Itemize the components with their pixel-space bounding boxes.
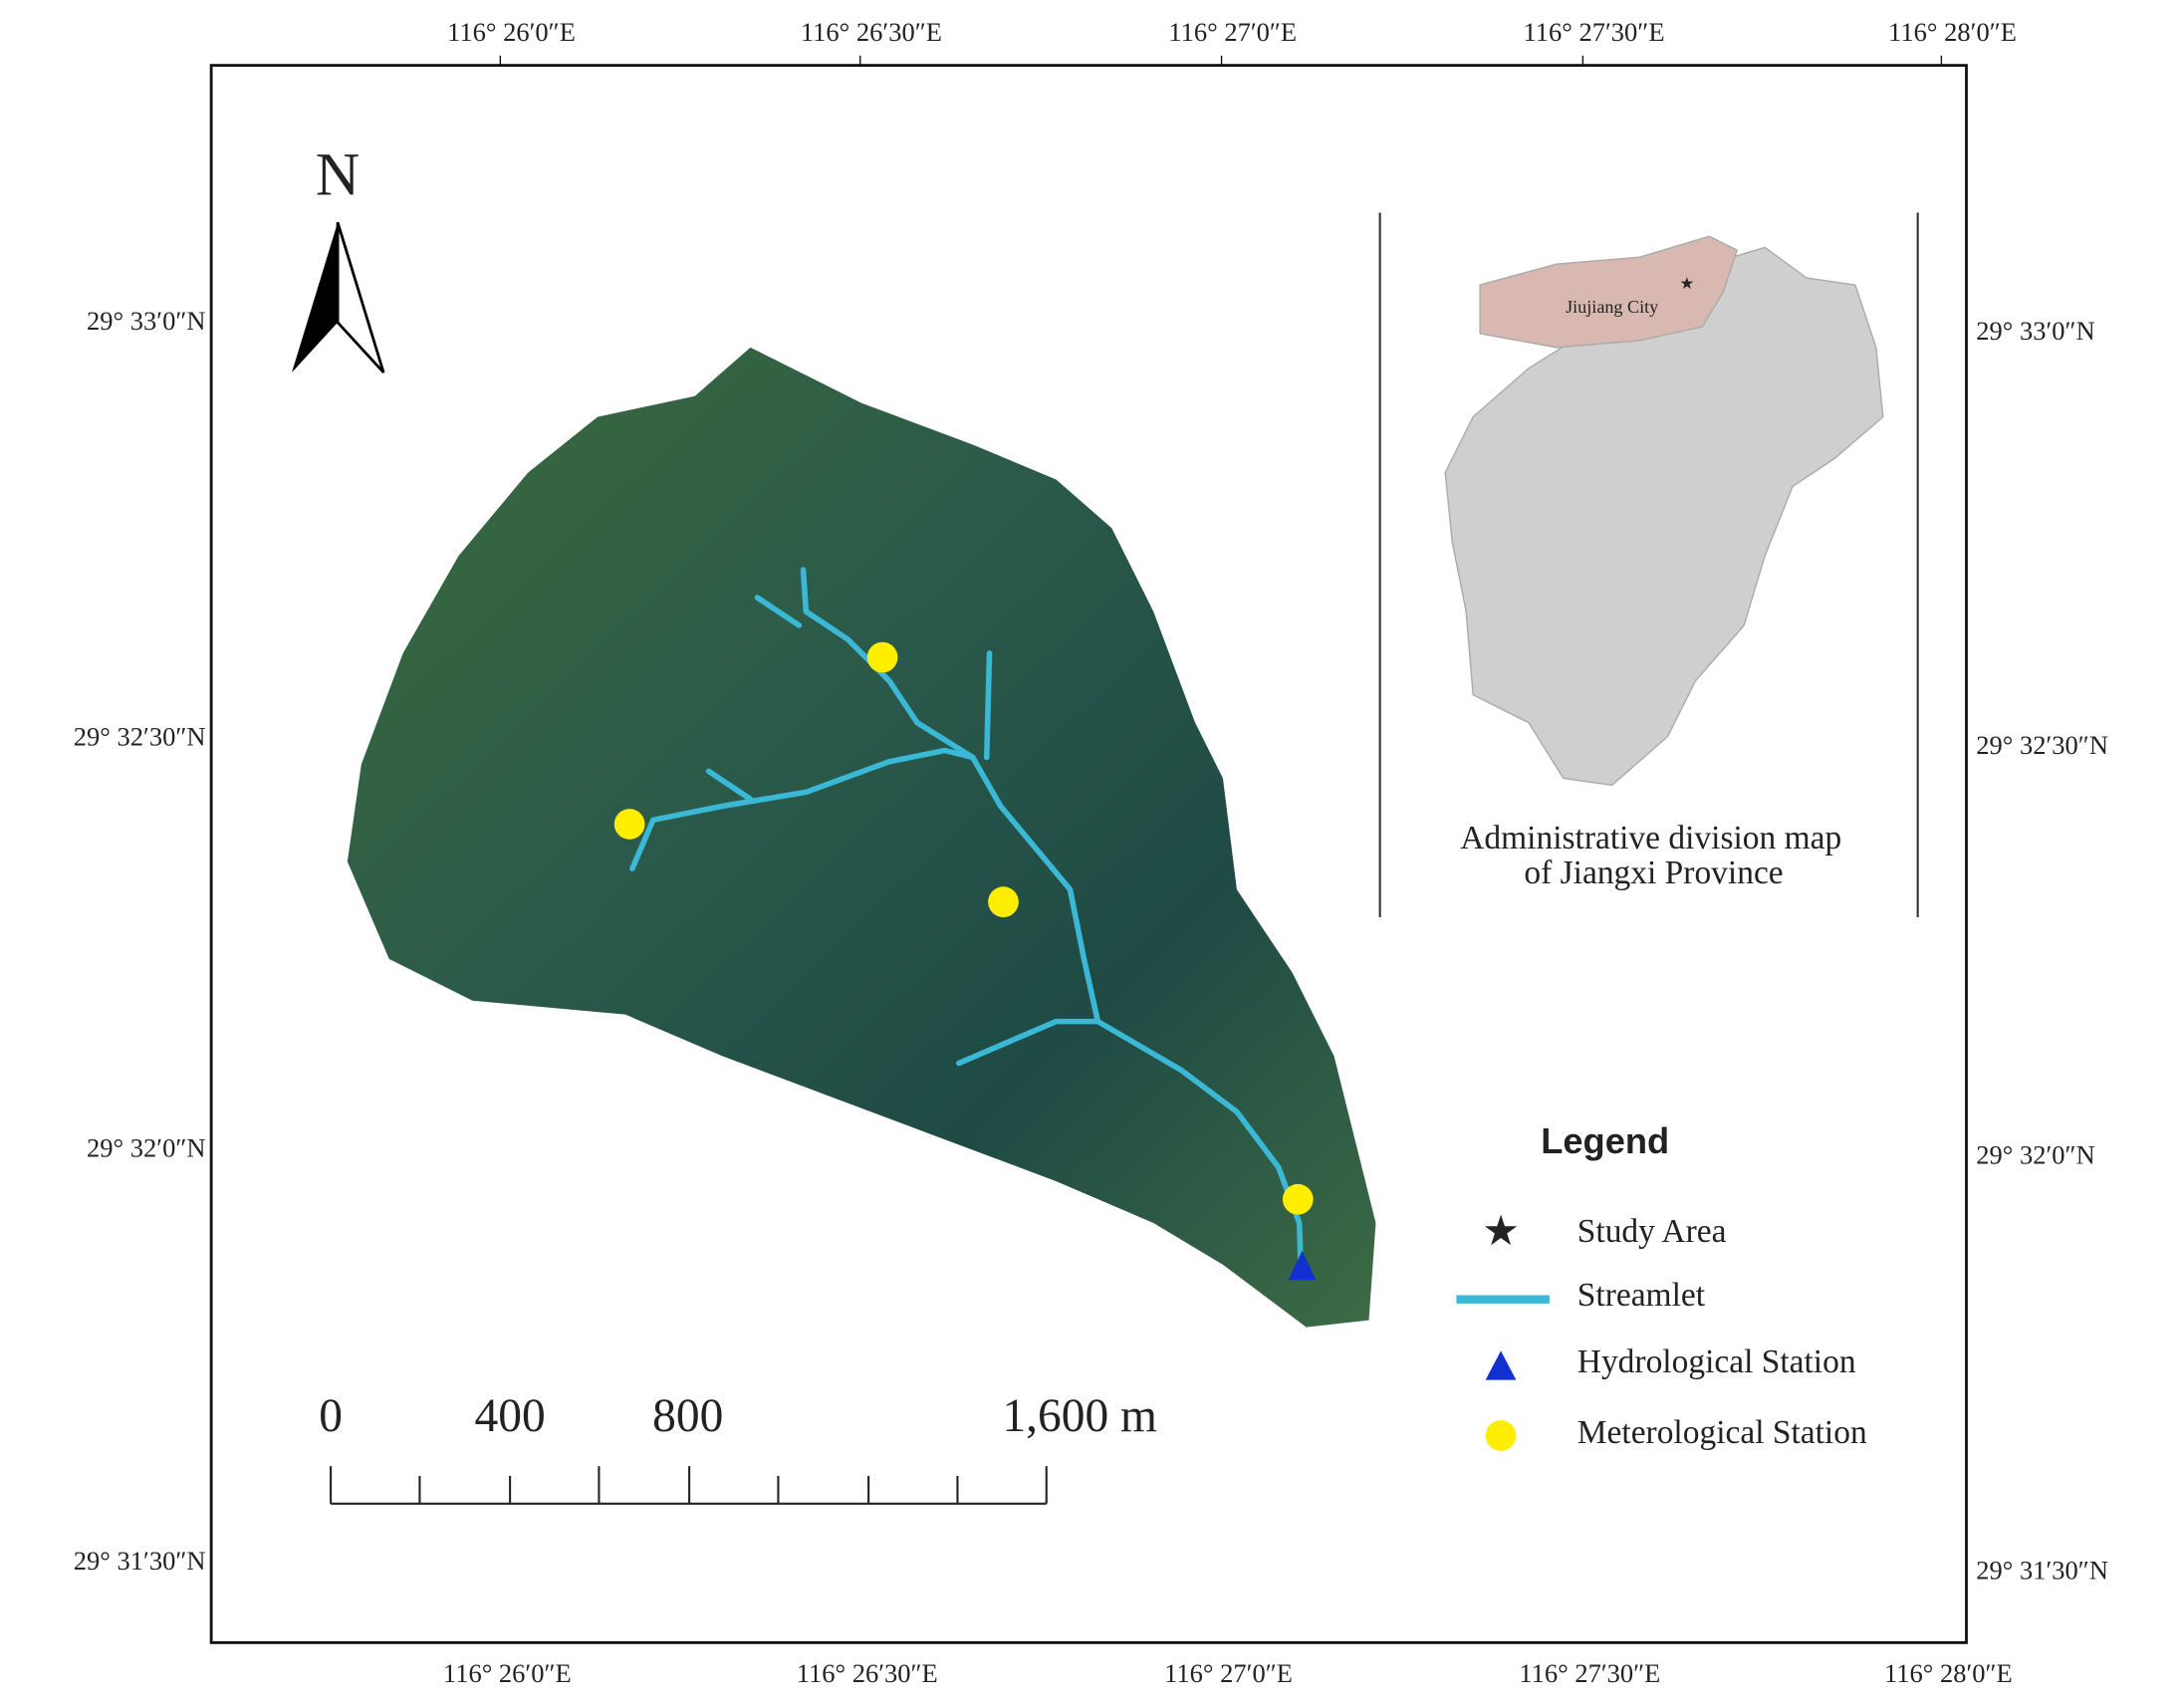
- stream: [983, 650, 993, 761]
- stream: [956, 1018, 1101, 1067]
- longitude-label: 116° 26′30″E: [797, 1658, 938, 1688]
- latitude-label: 29° 33′0″N: [1976, 316, 2094, 346]
- legend-symbol: [1485, 1420, 1517, 1451]
- north-arrow: [292, 222, 339, 372]
- latitude-label: 29° 32′0″N: [1976, 1139, 2094, 1169]
- scale-label: 1,600 m: [1002, 1390, 1157, 1442]
- meteorological-station: [988, 886, 1019, 917]
- jiujiang-shape: [1479, 235, 1739, 349]
- stream: [705, 768, 754, 803]
- stations: [613, 641, 1314, 1215]
- meteorological-station: [1282, 1183, 1314, 1215]
- legend-label: Study Area: [1577, 1213, 1727, 1250]
- north-label: N: [316, 141, 360, 209]
- longitude-label: 116° 26′30″E: [801, 17, 942, 47]
- hydrological-station: [1288, 1250, 1317, 1281]
- latitude-label: 29° 31′30″N: [74, 1546, 206, 1576]
- longitude-label: 116° 27′30″E: [1519, 1658, 1660, 1688]
- scale-bar: [330, 1466, 1048, 1505]
- latitude-label: 29° 32′0″N: [87, 1132, 205, 1162]
- longitude-label: 116° 28′0″E: [1888, 17, 2017, 47]
- legend-symbol: [1485, 1350, 1517, 1380]
- stream: [800, 567, 1304, 1268]
- meteorological-station: [613, 809, 645, 840]
- latitude-label: 29° 33′0″N: [87, 306, 205, 336]
- longitude-label: 116° 26′0″E: [443, 1658, 572, 1688]
- meteorological-station: [866, 641, 898, 673]
- latitude-label: 29° 32′30″N: [1976, 730, 2108, 760]
- stream: [629, 747, 976, 871]
- latitude-label: 29° 32′30″N: [74, 721, 206, 751]
- province-shape: [1444, 246, 1884, 787]
- legend-title: Legend: [1541, 1120, 1669, 1161]
- inset-caption: Administrative division map: [1460, 820, 1841, 856]
- inset-city: Jiujiang City: [1566, 297, 1658, 317]
- watershed: [347, 347, 1376, 1328]
- stream: [754, 595, 803, 628]
- streams: [629, 567, 1304, 1268]
- legend-label: Streamlet: [1577, 1277, 1706, 1314]
- study-area-star: ★: [1680, 274, 1695, 293]
- longitude-label: 116° 26′0″E: [447, 17, 576, 47]
- legend-symbol: ★: [1482, 1209, 1520, 1255]
- map-frame: [209, 64, 1968, 1644]
- north-arrow: [336, 221, 385, 373]
- longitude-label: 116° 27′0″E: [1164, 1658, 1293, 1688]
- legend-label: Hydrological Station: [1577, 1343, 1856, 1380]
- scale-label: 800: [652, 1390, 723, 1442]
- scale-label: 400: [475, 1390, 546, 1442]
- longitude-label: 116° 27′30″E: [1524, 17, 1665, 47]
- legend-label: Meterological Station: [1577, 1414, 1867, 1451]
- longitude-label: 116° 27′0″E: [1168, 17, 1297, 47]
- latitude-label: 29° 31′30″N: [1976, 1556, 2108, 1586]
- scale-label: 0: [319, 1390, 343, 1442]
- inset-caption: of Jiangxi Province: [1524, 854, 1783, 891]
- longitude-label: 116° 28′0″E: [1884, 1658, 2013, 1688]
